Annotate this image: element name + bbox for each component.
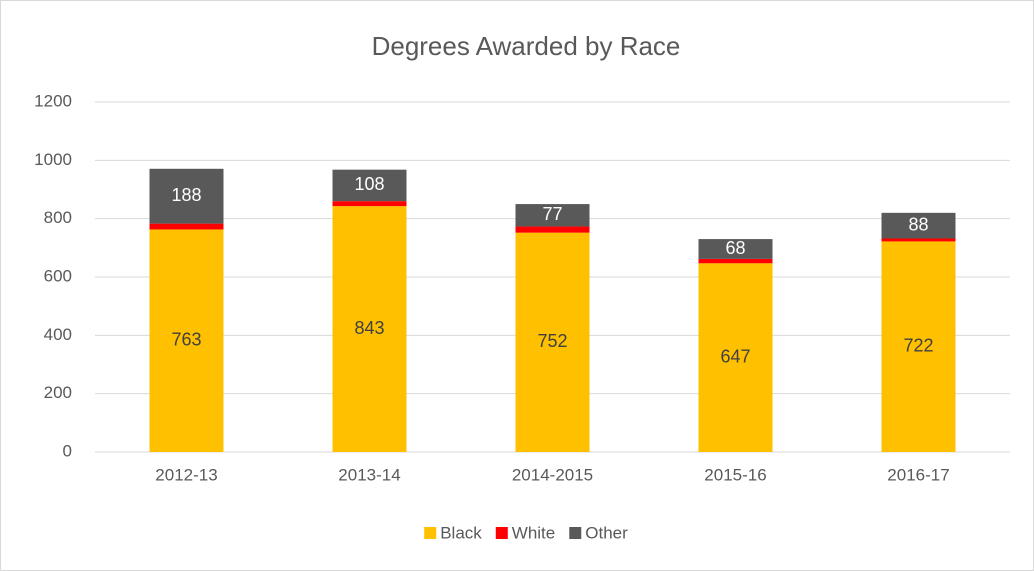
bar-segment <box>149 223 224 230</box>
data-label: 88 <box>908 214 928 234</box>
y-tick-label: 400 <box>44 325 72 344</box>
x-tick-label: 2013-14 <box>338 465 400 484</box>
data-label: 108 <box>354 174 384 194</box>
data-label: 763 <box>171 329 201 349</box>
y-tick-label: 600 <box>44 266 72 285</box>
y-tick-label: 800 <box>44 208 72 227</box>
data-label: 188 <box>171 185 201 205</box>
bar-segment <box>515 232 590 452</box>
y-tick-label: 0 <box>63 441 72 460</box>
y-tick-label: 1200 <box>34 91 72 110</box>
y-tick-label: 200 <box>44 383 72 402</box>
bar-segment <box>149 168 224 224</box>
bar-segment <box>515 204 590 227</box>
legend-swatch <box>569 527 582 539</box>
bar-segment <box>698 263 773 452</box>
legend-swatch <box>495 527 508 539</box>
bar-segment <box>332 206 407 452</box>
bar-segment <box>332 169 407 202</box>
data-label: 77 <box>542 204 562 224</box>
legend-label: White <box>512 523 555 542</box>
y-tick-label: 1000 <box>34 150 72 169</box>
legend-label: Black <box>440 523 482 542</box>
bar-segment <box>698 239 773 259</box>
data-label: 722 <box>903 335 933 355</box>
x-tick-label: 2016-17 <box>887 465 949 484</box>
data-label: 752 <box>537 331 567 351</box>
bar-segment <box>881 212 956 239</box>
bar-segment <box>149 229 224 452</box>
bar-segment <box>881 238 956 242</box>
chart-title: Degrees Awarded by Race <box>372 31 681 61</box>
bar-segment <box>332 201 407 207</box>
x-tick-label: 2014-2015 <box>512 465 593 484</box>
bar-segment <box>698 258 773 264</box>
data-label: 647 <box>720 346 750 366</box>
x-tick-label: 2015-16 <box>704 465 766 484</box>
x-tick-label: 2012-13 <box>155 465 217 484</box>
data-label: 68 <box>725 238 745 258</box>
legend-label: Other <box>585 523 628 542</box>
data-label: 843 <box>354 318 384 338</box>
bar-segment <box>515 226 590 233</box>
legend-swatch <box>424 527 437 539</box>
bar-segment <box>881 241 956 452</box>
